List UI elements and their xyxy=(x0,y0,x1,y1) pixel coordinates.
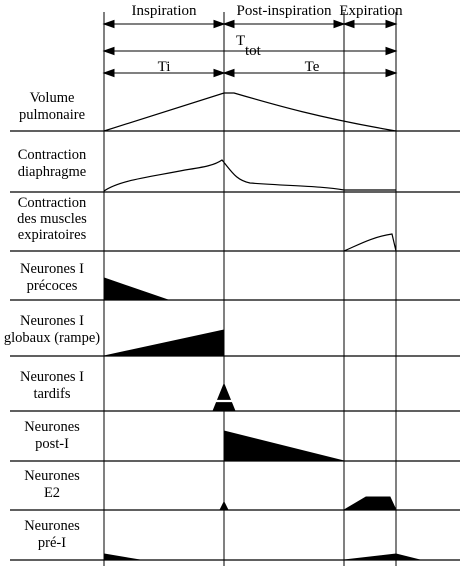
svg-text:E2: E2 xyxy=(44,485,60,501)
phase-inspiration-label: Inspiration xyxy=(132,3,197,19)
svg-text:Neurones: Neurones xyxy=(24,518,80,534)
trace-contraction-diaphragme xyxy=(103,159,396,192)
svg-text:précoces: précoces xyxy=(27,278,78,294)
ttot-arrow xyxy=(102,46,398,56)
trace-neurones-i-globaux xyxy=(103,329,225,357)
row-label-e2: Neurones E2 xyxy=(24,468,80,501)
svg-text:Neurones: Neurones xyxy=(24,468,80,484)
row-label-precoces: Neurones I précoces xyxy=(20,261,84,294)
ti-label: Ti xyxy=(158,59,171,75)
trace-neurones-i-precoces xyxy=(103,277,169,301)
svg-text:Neurones I: Neurones I xyxy=(20,313,84,329)
row-label-pre-i: Neurones pré-I xyxy=(24,518,80,551)
row-label-globaux: Neurones I globaux (rampe) xyxy=(4,313,100,346)
svg-text:Contraction: Contraction xyxy=(18,147,87,163)
svg-text:globaux (rampe): globaux (rampe) xyxy=(4,330,100,346)
svg-text:pré-I: pré-I xyxy=(38,535,66,551)
trace-neurones-pre-i xyxy=(103,553,421,561)
svg-text:pulmonaire: pulmonaire xyxy=(19,107,85,123)
trace-neurones-i-tardifs xyxy=(212,382,236,412)
trace-volume-pulmonaire xyxy=(103,92,397,132)
phase-expiration-label: Expiration xyxy=(339,3,403,19)
svg-text:Contraction: Contraction xyxy=(18,195,87,211)
row-label-post-i: Neurones post-I xyxy=(24,419,80,452)
svg-text:post-I: post-I xyxy=(35,436,69,452)
te-label: Te xyxy=(305,59,320,75)
svg-text:diaphragme: diaphragme xyxy=(18,164,86,180)
row-label-expiratoires: Contraction des muscles expiratoires xyxy=(17,195,87,243)
trace-neurones-post-i xyxy=(223,430,345,462)
svg-text:Neurones I: Neurones I xyxy=(20,261,84,277)
ttot-subscript: tot xyxy=(245,43,262,59)
ti-te-arrows xyxy=(102,68,398,78)
row-label-volume: Volume pulmonaire xyxy=(19,90,85,123)
trace-contraction-expiratoires xyxy=(343,233,397,252)
svg-text:expiratoires: expiratoires xyxy=(18,227,87,243)
svg-text:Volume: Volume xyxy=(30,90,75,106)
svg-text:Neurones: Neurones xyxy=(24,419,80,435)
phase-post-inspiration-label: Post-inspiration xyxy=(236,3,332,19)
row-label-tardifs: Neurones I tardifs xyxy=(20,369,84,402)
svg-text:des muscles: des muscles xyxy=(17,211,87,227)
phase-arrows xyxy=(102,19,398,29)
trace-neurones-e2 xyxy=(219,496,397,511)
svg-text:tardifs: tardifs xyxy=(33,386,70,402)
svg-text:Neurones I: Neurones I xyxy=(20,369,84,385)
row-label-diaphragme: Contraction diaphragme xyxy=(18,147,87,180)
ttot-label: T xyxy=(236,33,245,49)
